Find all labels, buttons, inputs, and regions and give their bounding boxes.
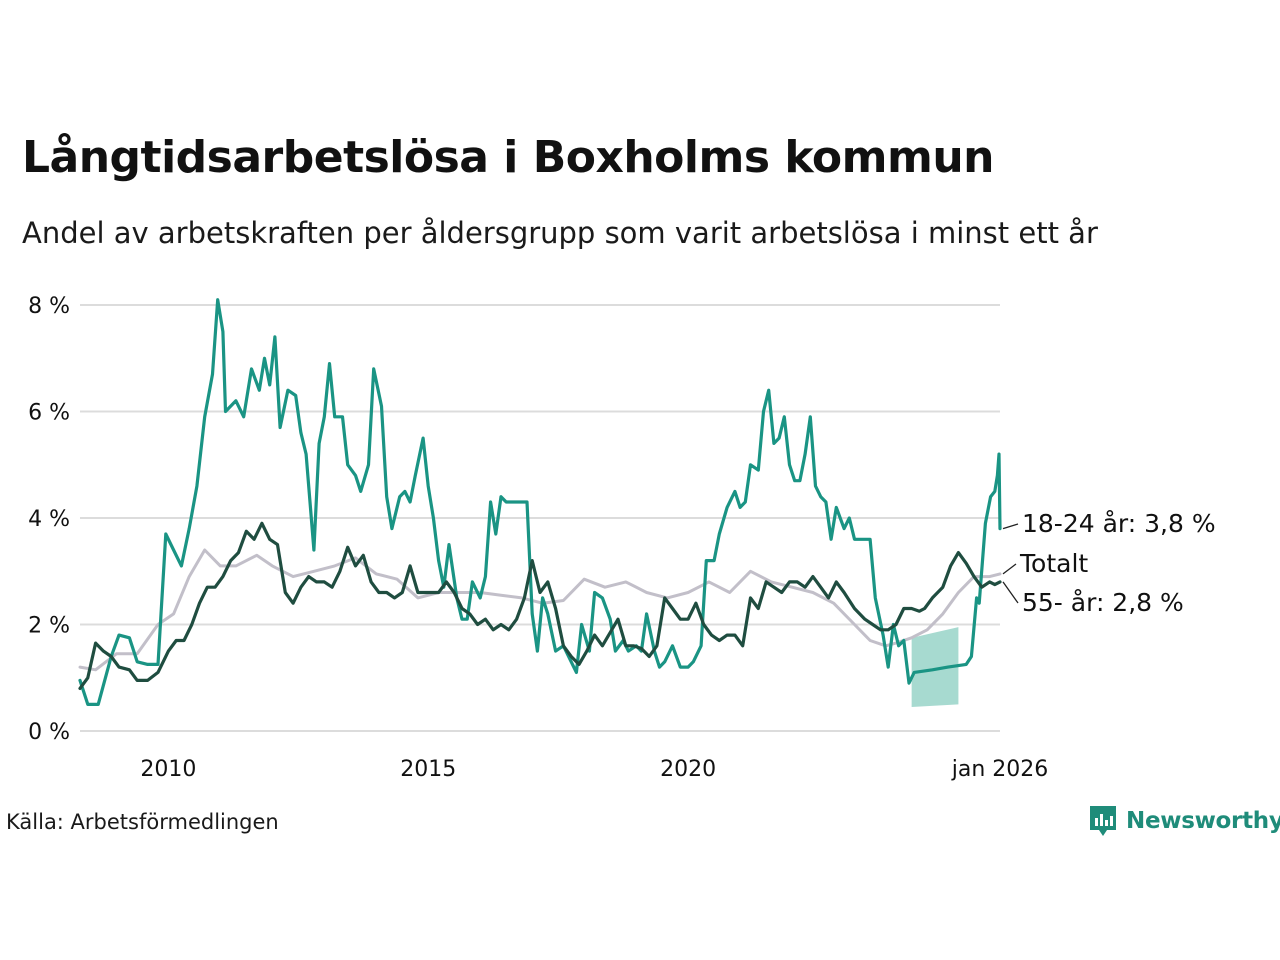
series-lines — [78, 298, 1002, 707]
x-axis: 2010 2015 2020 jan 2026 — [140, 757, 1048, 782]
confidence-band — [911, 627, 959, 708]
end-label-young: 18-24 år: 3,8 % — [1022, 509, 1216, 538]
chart-subtitle: Andel av arbetskraften per åldersgrupp s… — [22, 216, 1098, 250]
y-tick-label: 8 % — [28, 294, 70, 319]
x-tick-label: 2015 — [400, 757, 456, 782]
series-line-young — [78, 298, 1002, 707]
series-line-old — [78, 521, 1002, 691]
brand-logo[interactable]: Newsworthy — [1088, 804, 1280, 838]
x-tick-label: 2020 — [660, 757, 716, 782]
y-tick-label: 6 % — [28, 401, 70, 426]
end-label-connector — [1002, 563, 1017, 575]
x-tick-label: jan 2026 — [951, 757, 1049, 782]
end-label-connector — [1002, 523, 1019, 530]
y-axis: 0 % 2 % 4 % 6 % 8 % — [28, 294, 70, 745]
newsworthy-icon — [1090, 806, 1116, 836]
y-tick-label: 4 % — [28, 507, 70, 532]
confidence-band-area — [911, 627, 959, 708]
grid-lines — [80, 304, 1000, 732]
x-tick-label: 2010 — [140, 757, 196, 782]
brand-name: Newsworthy — [1126, 808, 1280, 834]
chart-title: Långtidsarbetslösa i Boxholms kommun — [22, 132, 995, 183]
y-tick-label: 0 % — [28, 720, 70, 745]
end-label-old: 55- år: 2,8 % — [1022, 588, 1184, 617]
end-label-connector — [1002, 581, 1019, 604]
end-label-total: Totalt — [1019, 549, 1088, 578]
y-tick-label: 2 % — [28, 614, 70, 639]
source-note: Källa: Arbetsförmedlingen — [6, 810, 279, 834]
series-end-labels: Totalt 18-24 år: 3,8 % 55- år: 2,8 % — [1002, 509, 1216, 617]
